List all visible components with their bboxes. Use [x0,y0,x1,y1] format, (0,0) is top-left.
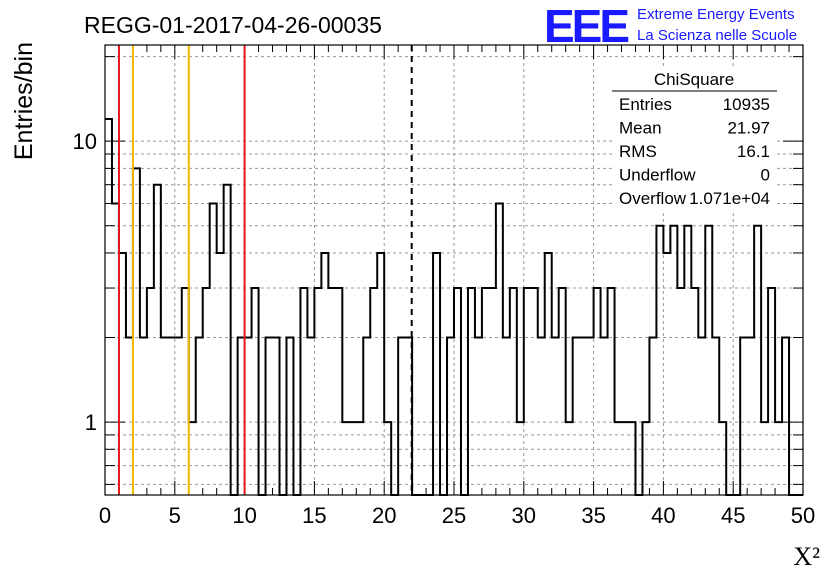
x-tick-label: 45 [721,503,745,528]
x-tick-label: 25 [442,503,466,528]
stats-value: 16.1 [737,142,770,161]
reference-lines [117,45,413,495]
x-tick-label: 20 [372,503,396,528]
stats-label: Overflow [619,189,687,208]
y-tick-label: 10 [73,129,97,154]
x-tick-label: 50 [791,503,815,528]
x-tick-label: 0 [99,503,111,528]
y-tick-label: 1 [85,410,97,435]
eee-logo: EEE [544,0,628,52]
histogram-outline [105,117,803,496]
y-axis-label: Entries/bin [10,42,38,160]
x-axis-label: X² [793,542,820,571]
run-title: REGG-01-2017-04-26-00035 [84,12,382,38]
stats-value: 10935 [723,95,770,114]
x-tick-label: 15 [302,503,326,528]
stats-label: Entries [619,95,672,114]
x-tick-label: 5 [169,503,181,528]
stats-value: 0 [761,166,770,185]
stats-box: ChiSquare Entries 10935 Mean 21.97 RMS 16.1 Un… [612,68,777,210]
brand-line-2: La Scienza nelle Scuole [637,27,797,44]
x-tick-label: 40 [651,503,675,528]
y-tick-labels: 1 10 [73,129,97,435]
stats-label: Mean [619,119,662,138]
stats-value: 1.071e+04 [689,189,770,208]
stats-value: 21.97 [727,119,770,138]
stats-box-bg [612,68,777,210]
brand-line-1: Extreme Energy Events [637,6,795,23]
histogram-steps [105,117,803,496]
plot-frame [104,44,804,496]
stats-label: RMS [619,142,657,161]
stats-title: ChiSquare [654,70,734,89]
x-tick-label: 10 [232,503,256,528]
x-tick-label: 35 [581,503,605,528]
stats-label: Underflow [619,166,696,185]
x-tick-labels: 0 5 10 15 20 25 30 35 40 45 50 [99,503,815,528]
x-tick-label: 30 [512,503,536,528]
